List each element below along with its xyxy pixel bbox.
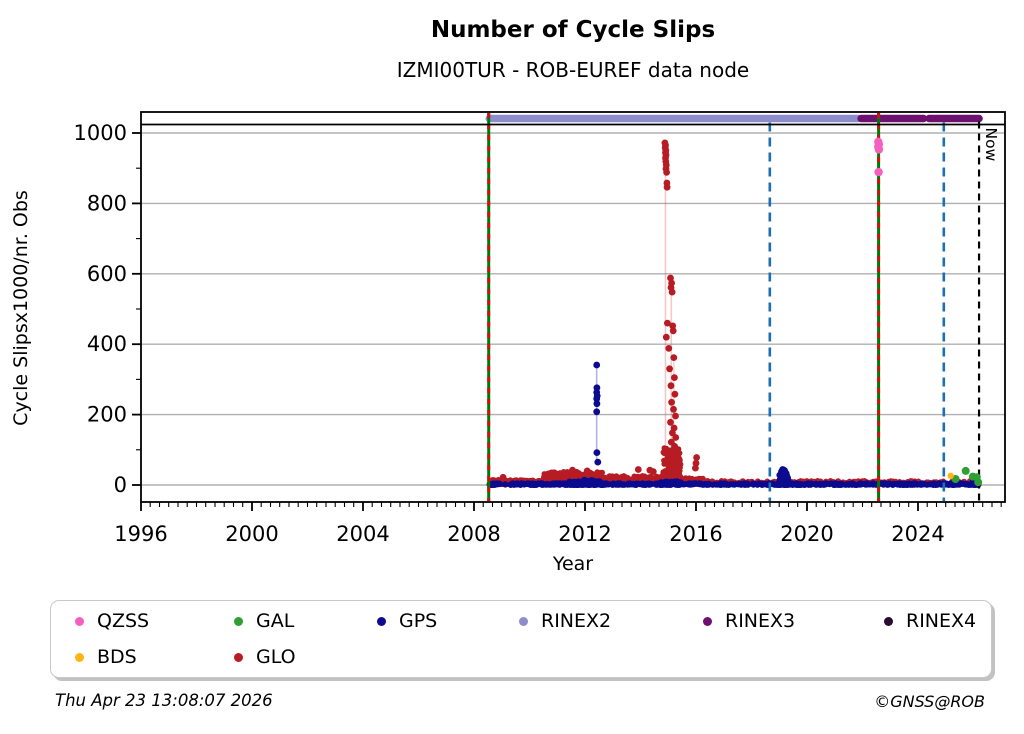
y-tick-label: 1000 xyxy=(74,121,127,145)
page-title: Number of Cycle Slips xyxy=(430,17,716,43)
x-tick-label: 2008 xyxy=(447,522,500,546)
y-tick-label: 0 xyxy=(114,473,127,497)
legend-item-rinex2: RINEX2 xyxy=(519,608,611,634)
page-subtitle: IZMI00TUR - ROB-EUREF data node xyxy=(396,58,750,82)
legend-dot-bds xyxy=(75,652,84,662)
y-tick-label: 400 xyxy=(87,332,127,356)
series-bds-points xyxy=(947,472,954,479)
y-tick-label: 800 xyxy=(87,191,127,215)
legend-item-bds: BDS xyxy=(75,644,137,670)
series-qzss-points xyxy=(874,137,884,177)
series-glo-points xyxy=(499,139,700,481)
legend-item-rinex4: RINEX4 xyxy=(884,608,976,634)
x-axis-label: Year xyxy=(552,553,593,575)
x-tick-label: 2000 xyxy=(225,522,278,546)
y-axis-label: Cycle Slipsx1000/nr. Obs xyxy=(10,190,32,426)
now-label: Now xyxy=(982,128,1000,162)
plot-frame xyxy=(140,111,1006,503)
legend-dot-rinex2 xyxy=(519,616,528,626)
legend-label-rinex4: RINEX4 xyxy=(906,610,977,632)
legend-item-qzss: QZSS xyxy=(75,608,149,634)
axis-titles: Year Cycle Slipsx1000/nr. Obs xyxy=(10,190,593,575)
plot-timestamp: Thu Apr 23 13:08:07 2026 xyxy=(55,691,273,710)
x-tick-label: 2016 xyxy=(669,522,722,546)
legend: QZSS GAL GPS RINEX2 RINEX3 RINEX4 BDS GLO xyxy=(50,600,992,678)
event-lines: Now xyxy=(487,113,1000,501)
axis-ticks: 1996 2000 2004 2008 2012 2016 2020 2024 0 200 400 6… xyxy=(74,121,1002,546)
legend-label-bds: BDS xyxy=(97,646,137,668)
y-tick-label: 200 xyxy=(87,403,127,427)
chart-canvas: Now 1996 2000 2004 2008 2012 2016 2020 2024 0 200 4… xyxy=(10,111,1006,575)
legend-item-gal: GAL xyxy=(234,608,294,634)
legend-label-glo: GLO xyxy=(256,646,296,668)
legend-label-gal: GAL xyxy=(256,610,295,632)
legend-item-glo: GLO xyxy=(234,644,296,670)
series-gps-points xyxy=(593,361,791,482)
x-tick-label: 2004 xyxy=(336,522,389,546)
legend-item-gps: GPS xyxy=(377,608,437,634)
credit-label: ©GNSS@ROB xyxy=(874,692,985,711)
x-tick-label: 2020 xyxy=(780,522,833,546)
legend-dot-qzss xyxy=(75,616,84,626)
x-tick-label: 1996 xyxy=(114,522,167,546)
legend-dot-gps xyxy=(377,616,386,626)
legend-dot-rinex3 xyxy=(703,616,712,626)
legend-dot-rinex4 xyxy=(884,616,893,626)
legend-label-gps: GPS xyxy=(399,610,438,632)
x-tick-label: 2024 xyxy=(891,522,944,546)
stems xyxy=(595,141,880,485)
y-tick-label: 600 xyxy=(87,262,127,286)
legend-label-qzss: QZSS xyxy=(97,610,150,632)
gridlines xyxy=(141,132,1005,486)
legend-label-rinex2: RINEX2 xyxy=(541,610,612,632)
x-tick-label: 2012 xyxy=(558,522,611,546)
legend-dot-gal xyxy=(234,616,243,626)
legend-dot-glo xyxy=(234,652,243,662)
series-gal-points xyxy=(951,466,983,487)
legend-label-rinex3: RINEX3 xyxy=(725,610,796,632)
legend-item-rinex3: RINEX3 xyxy=(703,608,795,634)
